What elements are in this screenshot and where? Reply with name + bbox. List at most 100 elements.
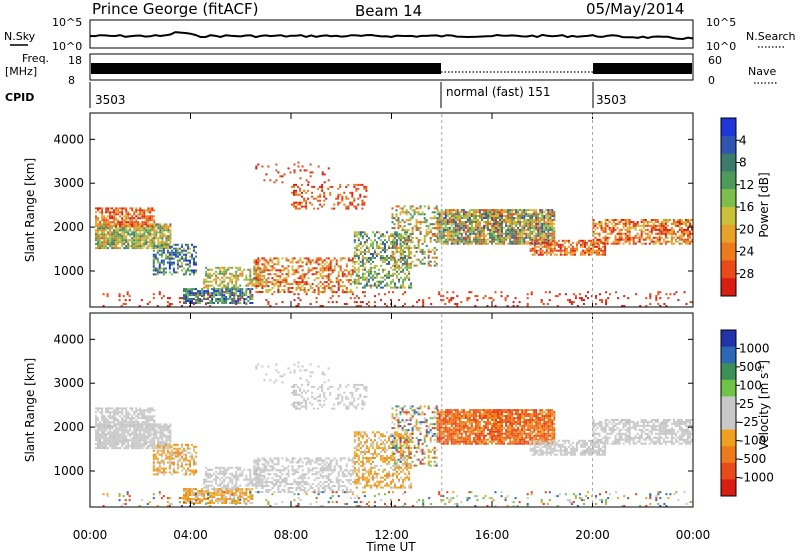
velocity-cell (115, 427, 117, 429)
power-cell (465, 215, 467, 217)
velocity-cell (113, 431, 115, 433)
power-cell (499, 241, 501, 243)
power-cell (354, 271, 356, 273)
power-cell (366, 285, 368, 287)
power-cell (422, 303, 424, 305)
power-cell (441, 231, 443, 233)
power-cell (557, 295, 559, 297)
power-cell (328, 279, 330, 281)
power-cell (483, 225, 485, 227)
velocity-cell (105, 423, 107, 425)
power-cell (193, 246, 195, 248)
power-cell (661, 223, 663, 225)
power-cell (541, 235, 543, 237)
power-cell (408, 251, 410, 253)
power-cell (641, 233, 643, 235)
power-cell (187, 300, 189, 302)
power-cell (350, 279, 352, 281)
power-cell (354, 269, 356, 271)
power-cell (221, 281, 223, 283)
power-cell (330, 269, 332, 271)
power-cell (105, 239, 107, 241)
power-cell (497, 221, 499, 223)
power-cell (358, 269, 360, 271)
power-cell (328, 265, 330, 267)
velocity-cell (101, 415, 103, 417)
power-cell (499, 211, 501, 213)
power-cell (523, 243, 525, 245)
velocity-cell (113, 413, 115, 415)
power-cell (541, 223, 543, 225)
power-cell (347, 184, 349, 186)
power-cell (247, 300, 249, 302)
power-cell (155, 223, 157, 225)
power-cell (455, 243, 457, 245)
power-cell (255, 267, 257, 269)
power-cell (471, 225, 473, 227)
power-cell (101, 219, 103, 221)
velocity-cell (109, 443, 111, 445)
power-cell (615, 229, 617, 231)
power-cell (503, 233, 505, 235)
power-cell (447, 213, 449, 215)
power-cell (394, 227, 396, 229)
velocity-cell (127, 433, 129, 435)
power-cell (493, 211, 495, 213)
power-cell (113, 243, 115, 245)
power-cell (400, 247, 402, 249)
power-cell (165, 223, 167, 225)
power-cell (314, 261, 316, 263)
power-cell (412, 233, 414, 235)
power-cell (527, 219, 529, 221)
power-cell (685, 239, 687, 241)
power-cell (574, 248, 576, 250)
power-cell (461, 223, 463, 225)
velocity-cell (111, 415, 113, 417)
velocity-cell (97, 407, 99, 409)
power-cell (299, 194, 301, 196)
power-cell (426, 219, 428, 221)
nave-label: Nave (748, 65, 776, 78)
power-cell (275, 169, 277, 171)
power-cell (183, 273, 185, 275)
velocity-cell (125, 445, 127, 447)
power-cell (605, 239, 607, 241)
power-cell (554, 254, 556, 256)
power-cell (400, 285, 402, 287)
power-cell (233, 292, 235, 294)
power-cell (362, 251, 364, 253)
power-cell (201, 295, 203, 297)
power-cell (185, 288, 187, 290)
power-cell (657, 241, 659, 243)
power-cell (540, 242, 542, 244)
freq-block (91, 63, 441, 74)
velocity-cell (105, 421, 107, 423)
power-cell (336, 263, 338, 265)
power-cell (362, 279, 364, 281)
power-cell (109, 235, 111, 237)
power-cell (629, 241, 631, 243)
power-cell (233, 287, 235, 289)
power-cell (493, 215, 495, 217)
power-cell (483, 221, 485, 223)
power-cell (659, 297, 661, 299)
power-cell (671, 231, 673, 233)
power-cell (436, 207, 438, 209)
power-cell (655, 237, 657, 239)
velocity-cell (143, 411, 145, 413)
power-cell (687, 233, 689, 235)
power-cell (398, 221, 400, 223)
power-cell (282, 181, 284, 183)
power-cell (344, 269, 346, 271)
power-cell (217, 277, 219, 279)
power-cell (564, 250, 566, 252)
power-cell (487, 243, 489, 245)
power-cell (459, 215, 461, 217)
power-cell (495, 229, 497, 231)
power-cell (374, 283, 376, 285)
power-cell (133, 213, 135, 215)
power-cell (374, 253, 376, 255)
power-cell (515, 213, 517, 215)
power-cell (175, 256, 177, 258)
power-cell (649, 237, 651, 239)
